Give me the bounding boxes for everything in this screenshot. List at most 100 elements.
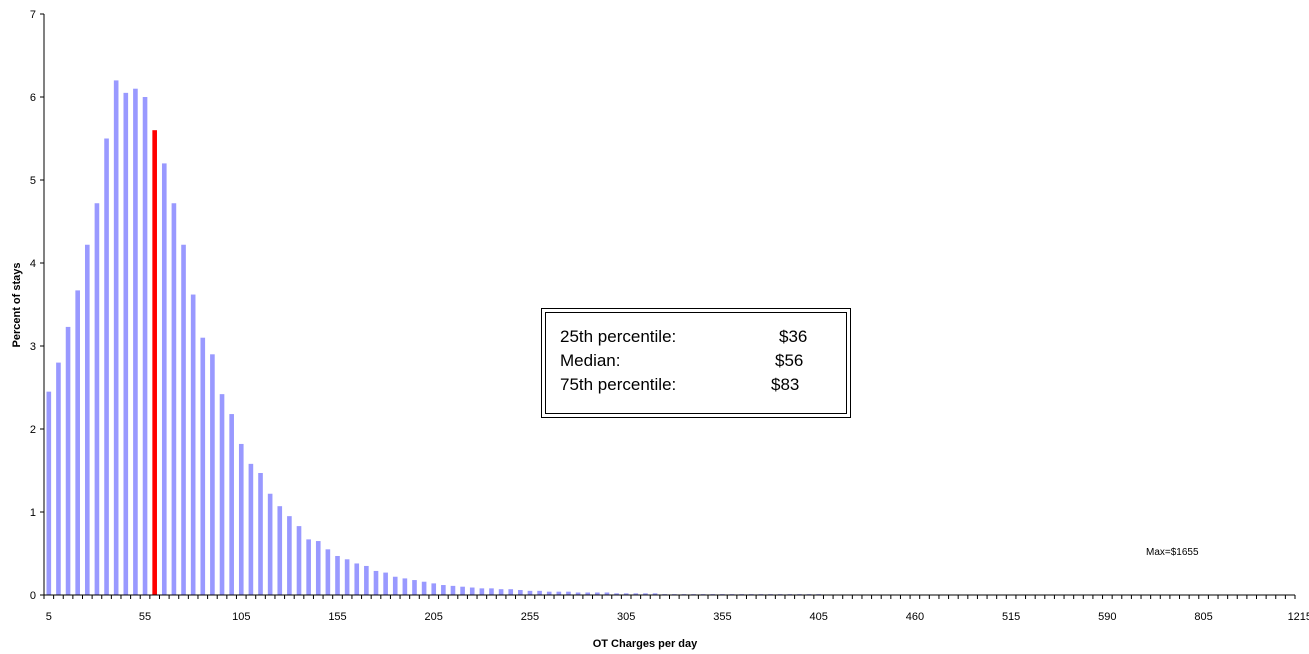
bar-13 <box>171 203 177 596</box>
x-tick-label: 155 <box>328 611 346 623</box>
stat-value-median: $56 <box>775 351 804 370</box>
bar-29 <box>325 549 331 595</box>
bar-59 <box>614 593 619 595</box>
bar-8 <box>123 92 129 595</box>
bar-18 <box>219 394 225 595</box>
y-tick-label: 0 <box>30 590 36 602</box>
bar-44 <box>469 587 475 595</box>
bar-42 <box>450 585 456 595</box>
bar-33 <box>364 565 369 595</box>
bar-32 <box>354 563 360 595</box>
bar-12 <box>161 163 167 595</box>
bar-26 <box>296 526 302 595</box>
bar-41 <box>441 585 446 595</box>
bar-47 <box>498 589 504 595</box>
stat-label-75th: 75th percentile: <box>560 375 677 394</box>
stat-row-median: Median: $56 <box>560 349 846 373</box>
bar-23 <box>267 493 273 595</box>
bar-16 <box>200 337 206 595</box>
bar-14 <box>181 244 186 596</box>
median-bar <box>152 130 157 595</box>
y-tick-label: 6 <box>30 92 36 104</box>
bar-15 <box>190 294 196 595</box>
bar-24 <box>277 506 283 595</box>
bar-5 <box>94 203 100 596</box>
percentile-stats-box: 25th percentile: $36 Median: $56 75th pe… <box>541 308 851 418</box>
bar-20 <box>238 443 244 595</box>
bar-22 <box>258 472 263 595</box>
bar-30 <box>335 555 340 595</box>
bar-9 <box>133 88 138 595</box>
x-tick-label: 105 <box>232 611 250 623</box>
bar-46 <box>489 588 494 595</box>
y-ticks-group: 0 1 2 3 4 5 6 7 <box>30 9 44 602</box>
bar-10 <box>142 97 148 595</box>
bar-35 <box>383 572 388 595</box>
bar-21 <box>248 463 254 595</box>
max-annotation: Max=$1655 <box>1146 547 1199 558</box>
bar-1 <box>56 362 61 595</box>
bar-3 <box>75 290 80 595</box>
bar-17 <box>210 354 215 595</box>
bar-50 <box>527 590 533 595</box>
bar-36 <box>392 576 398 595</box>
x-tick-label: 590 <box>1098 611 1116 623</box>
stat-value-75th: $83 <box>771 375 800 394</box>
x-tick-label: 255 <box>521 611 539 623</box>
x-tick-label: 805 <box>1194 611 1212 623</box>
x-tick-label: 460 <box>906 611 924 623</box>
y-tick-label: 4 <box>30 258 36 270</box>
y-tick-label: 7 <box>30 9 36 21</box>
bar-19 <box>229 414 234 595</box>
bar-62 <box>643 593 648 595</box>
x-axis-title: OT Charges per day <box>593 638 698 650</box>
bar-55 <box>575 592 581 595</box>
bar-2 <box>65 326 71 595</box>
bar-43 <box>460 586 465 595</box>
bar-45 <box>479 588 485 595</box>
bar-31 <box>344 559 350 595</box>
bar-58 <box>604 592 610 595</box>
x-tick-label: 55 <box>139 611 151 623</box>
bar-39 <box>421 581 427 595</box>
stat-row-25th: 25th percentile: $36 <box>560 325 846 349</box>
y-tick-label: 3 <box>30 341 36 353</box>
bar-49 <box>518 590 523 595</box>
bar-40 <box>431 583 437 595</box>
bars-group <box>46 80 1293 596</box>
bar-57 <box>595 592 600 595</box>
x-tick-label: 515 <box>1002 611 1020 623</box>
bar-28 <box>315 541 321 595</box>
stat-value-25th: $36 <box>779 327 808 346</box>
bar-25 <box>287 516 292 595</box>
bar-61 <box>633 593 639 595</box>
bar-51 <box>537 590 542 595</box>
bar-52 <box>546 591 552 595</box>
bar-56 <box>585 592 591 595</box>
bar-63 <box>652 593 658 595</box>
bar-6 <box>104 138 109 595</box>
bar-60 <box>623 593 629 595</box>
bar-0 <box>46 391 52 595</box>
bar-34 <box>373 570 379 595</box>
bar-48 <box>508 589 514 595</box>
x-tick-label: 305 <box>617 611 635 623</box>
bar-27 <box>306 539 311 595</box>
x-tick-label: 355 <box>713 611 731 623</box>
stat-label-median: Median: <box>560 351 621 370</box>
bar-7 <box>113 80 119 595</box>
bar-4 <box>84 244 90 596</box>
x-ticks-group: 5 55 105 155 205 255 305 355 405 460 515 590 805 1215 <box>43 595 1309 623</box>
stat-row-75th: 75th percentile: $83 <box>560 373 846 397</box>
y-axis-title: Percent of stays <box>11 263 23 348</box>
bar-54 <box>566 591 571 595</box>
y-tick-label: 1 <box>30 507 36 519</box>
x-tick-label: 205 <box>425 611 443 623</box>
percentile-stats-inner: 25th percentile: $36 Median: $56 75th pe… <box>545 312 847 414</box>
x-tick-label: 1215 <box>1288 611 1309 623</box>
x-tick-label: 5 <box>46 611 52 623</box>
x-tick-label: 405 <box>809 611 827 623</box>
stat-label-25th: 25th percentile: <box>560 327 677 346</box>
y-tick-label: 5 <box>30 175 36 187</box>
